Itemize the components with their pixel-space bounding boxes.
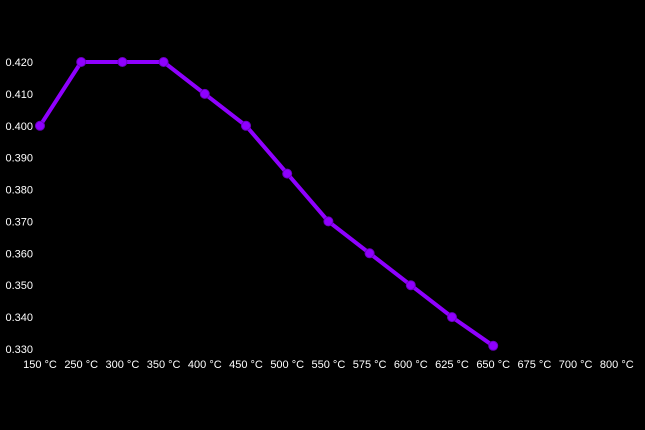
y-tick-label: 0.360 <box>5 248 33 260</box>
x-tick-label: 550 °C <box>312 359 346 371</box>
data-point-marker <box>35 120 45 131</box>
data-point-marker <box>76 57 87 67</box>
x-tick-label: 250 °C <box>64 359 98 371</box>
data-point-marker <box>117 57 128 67</box>
data-point-marker <box>488 340 499 351</box>
y-tick-label: 0.370 <box>5 216 33 228</box>
x-tick-label: 700 °C <box>559 359 593 371</box>
x-tick-label: 300 °C <box>106 359 140 371</box>
x-tick-label: 600 °C <box>394 359 428 371</box>
data-point-marker <box>364 248 375 259</box>
y-tick-label: 0.410 <box>5 89 33 101</box>
x-tick-label: 350 °C <box>147 359 181 371</box>
y-tick-label: 0.350 <box>5 280 33 292</box>
data-point-marker <box>199 88 210 99</box>
data-point-marker <box>323 216 334 227</box>
x-tick-label: 400 °C <box>188 359 222 371</box>
series-line <box>38 60 496 348</box>
x-tick-label: 800 °C <box>600 359 634 371</box>
y-tick-label: 0.400 <box>5 121 33 133</box>
data-point-marker <box>405 280 416 291</box>
x-tick-label: 675 °C <box>518 359 552 371</box>
x-tick-label: 625 °C <box>435 359 469 371</box>
y-tick-label: 0.420 <box>5 57 33 69</box>
y-tick-label: 0.330 <box>5 344 33 356</box>
x-tick-label: 650 °C <box>476 359 510 371</box>
data-point-marker <box>158 57 169 67</box>
x-tick-label: 500 °C <box>270 359 304 371</box>
x-tick-label: 575 °C <box>353 359 387 371</box>
data-point-marker <box>241 120 251 131</box>
data-point-marker <box>447 312 457 323</box>
x-tick-label: 450 °C <box>229 359 263 371</box>
data-point-marker <box>282 168 293 179</box>
x-tick-label: 150 °C <box>23 359 57 371</box>
y-tick-label: 0.390 <box>5 153 33 165</box>
y-tick-label: 0.380 <box>5 185 33 197</box>
y-tick-label: 0.340 <box>5 312 33 324</box>
